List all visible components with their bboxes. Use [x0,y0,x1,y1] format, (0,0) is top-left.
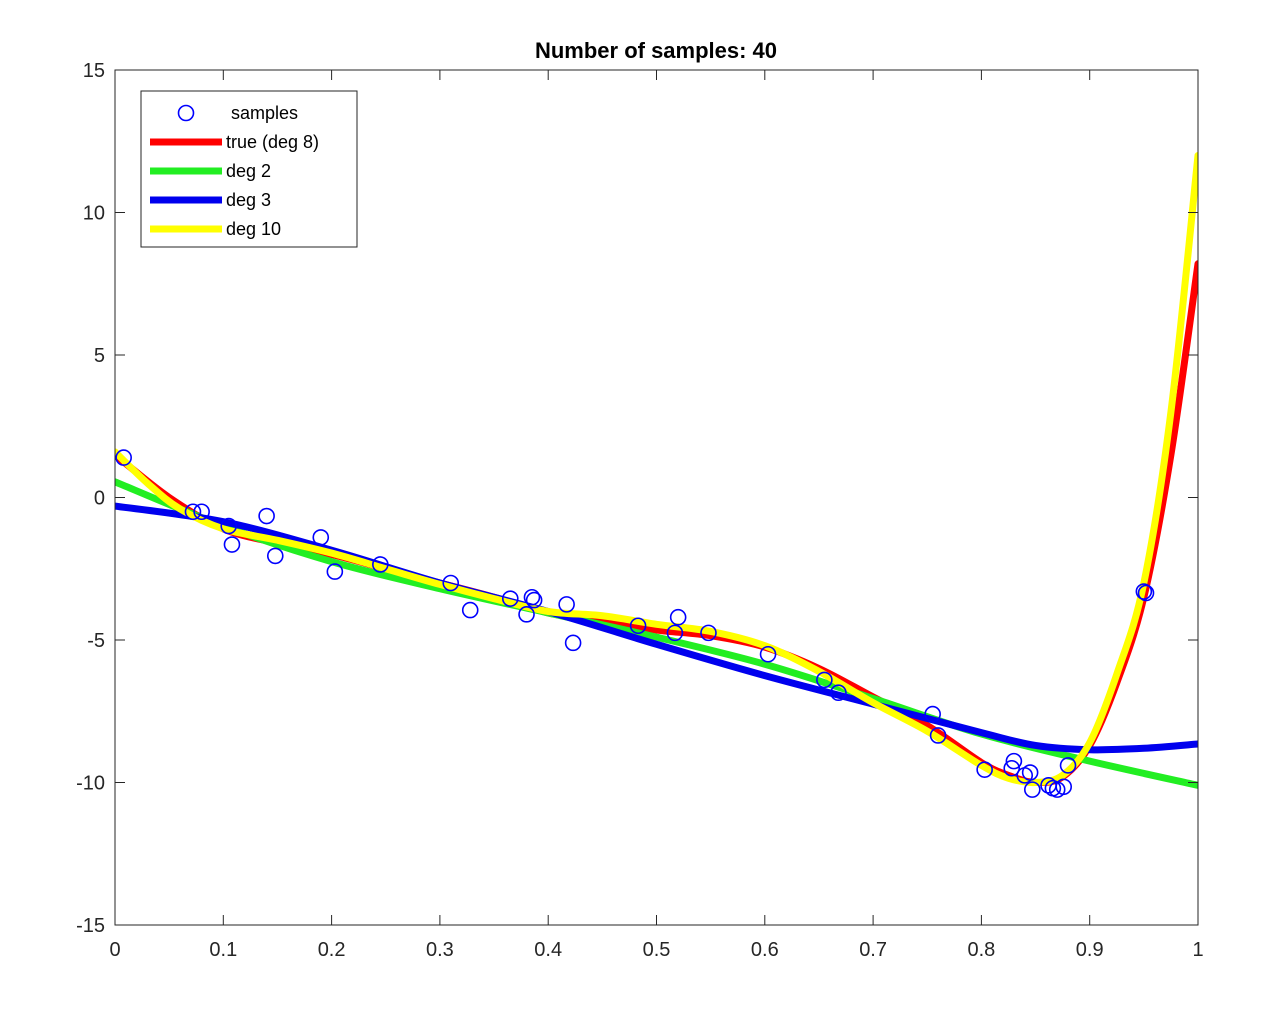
sample-point [501,590,519,607]
x-tick-label: 0.1 [209,939,237,961]
sample-point [700,624,717,642]
sample-point [461,601,479,619]
y-tick-label: 10 [83,203,105,225]
sample-point [258,507,275,525]
sample-point [1003,759,1021,777]
series-line-deg-10 [115,152,1198,787]
x-tick-label: 0.2 [318,939,346,961]
y-tick-label: 5 [94,345,105,367]
x-tick-label: 0.7 [859,939,887,961]
y-tick-label: -15 [76,915,105,937]
sample-point [629,617,647,635]
sample-point [312,529,330,546]
series-layer [115,152,1198,789]
x-tick-label: 0.9 [1076,939,1104,961]
sample-point [266,547,284,565]
sample-point [1059,757,1077,774]
samples-layer [115,449,1155,798]
sample-point [326,563,344,580]
y-tick-label: 15 [83,60,105,82]
sample-point [830,684,847,702]
sample-point [669,608,687,626]
sample-point [924,705,941,723]
chart-title: Number of samples: 40 [535,38,777,63]
x-tick-label: 0.6 [751,939,779,961]
legend-label: deg 2 [226,161,271,181]
ticks-layer: 0 0.1 0.2 0.3 0.4 0.5 0.6 0.7 0.8 0.9 1 -15 -10 -5 0 5 1… [76,60,1203,961]
sample-point [976,761,993,778]
legend-label: deg 3 [226,190,271,210]
sample-point [1021,764,1039,781]
x-tick-label: 0.5 [643,939,671,961]
sample-point [184,503,202,521]
x-tick-label: 0 [109,939,120,961]
sample-point [525,591,543,609]
sample-point [558,596,575,613]
sample-point [193,503,210,521]
sample-point [759,645,777,663]
legend-marker [177,104,195,122]
y-tick-label: -10 [76,773,105,795]
sample-point [442,574,460,592]
y-tick-label: -5 [87,630,105,652]
legend-label: deg 10 [226,219,281,239]
sample-point [372,556,389,573]
x-tick-label: 1 [1192,939,1203,961]
sample-point [1024,781,1041,798]
sample-point [666,624,684,642]
x-tick-label: 0.4 [534,939,562,961]
sample-point [929,727,947,744]
legend-label: samples [231,103,298,123]
sample-point [518,606,535,623]
sample-point [1137,584,1155,602]
sample-point [1055,778,1073,796]
sample-point [115,449,132,466]
sample-point [220,517,238,535]
x-tick-label: 0.8 [967,939,995,961]
x-tick-label: 0.3 [426,939,454,961]
legend-label: true (deg 8) [226,132,319,152]
sample-point [564,634,582,652]
y-tick-label: 0 [94,488,105,510]
sample-point [223,536,241,553]
sample-point [523,588,541,606]
sample-point [1135,583,1153,600]
sample-point [1005,752,1023,770]
sample-point [816,671,833,689]
legend: samples true (deg 8) deg 2 deg 3 deg 10 [140,90,358,248]
